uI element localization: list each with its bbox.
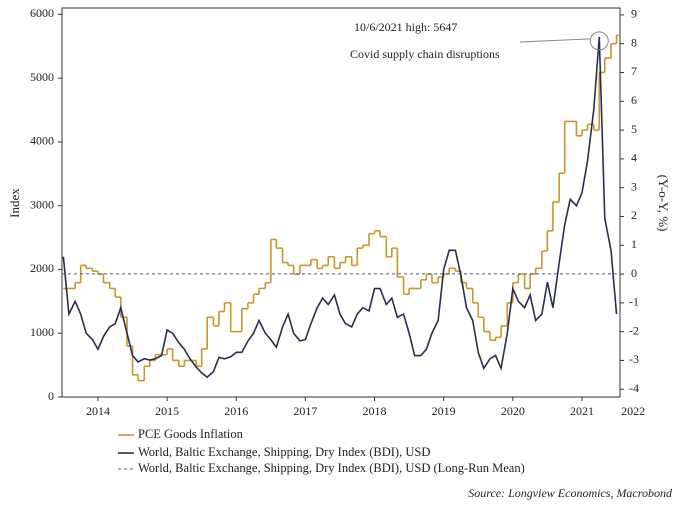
x-tick-label: 2022: [621, 404, 645, 418]
y2-tick-label: 1: [631, 237, 637, 251]
legend-label: World, Baltic Exchange, Shipping, Dry In…: [138, 461, 525, 475]
y-axis-label: Index: [7, 188, 22, 218]
y-tick-label: 0: [48, 389, 54, 403]
y2-tick-label: 0: [631, 266, 637, 280]
y2-tick-label: 3: [631, 179, 637, 193]
annotation-circle: [589, 31, 609, 51]
series-line: [62, 36, 618, 379]
y2-tick-label: 5: [631, 122, 637, 136]
y2-tick-label: 8: [631, 35, 637, 49]
y-tick-label: 3000: [30, 197, 54, 211]
x-tick-label: 2017: [293, 404, 317, 418]
y2-axis-label: (Y-o-Y, %): [656, 175, 671, 232]
x-tick-label: 2015: [155, 404, 179, 418]
annotation-connector: [519, 38, 591, 43]
y2-tick-label: 9: [631, 7, 637, 21]
annotation: Covid supply chain disruptions: [350, 47, 500, 61]
y2-tick-label: -4: [629, 381, 639, 395]
annotation: 10/6/2021 high: 5647: [354, 20, 457, 34]
y2-tick-label: 4: [631, 151, 637, 165]
x-tick-label: 2019: [432, 404, 456, 418]
y2-tick-label: -1: [629, 295, 639, 309]
x-tick-label: 2018: [363, 404, 387, 418]
y2-tick-label: 6: [631, 93, 637, 107]
x-tick-label: 2020: [501, 404, 525, 418]
x-tick-label: 2014: [86, 404, 110, 418]
y-tick-label: 2000: [30, 261, 54, 275]
y-tick-label: 1000: [30, 325, 54, 339]
y2-tick-label: -2: [629, 323, 639, 337]
y-tick-label: 4000: [30, 134, 54, 148]
legend-label: World, Baltic Exchange, Shipping, Dry In…: [138, 445, 430, 459]
x-tick-label: 2021: [570, 404, 594, 418]
x-tick-label: 2016: [224, 404, 248, 418]
y2-tick-label: 7: [631, 64, 637, 78]
source: Source: Longview Economics, Macrobond: [468, 486, 673, 500]
legend-label: PCE Goods Inflation: [138, 427, 244, 441]
plot-frame: [61, 7, 621, 398]
y-tick-label: 6000: [30, 6, 54, 20]
y2-tick-label: -3: [629, 352, 639, 366]
y-tick-label: 5000: [30, 70, 54, 84]
y2-tick-label: 2: [631, 208, 637, 222]
